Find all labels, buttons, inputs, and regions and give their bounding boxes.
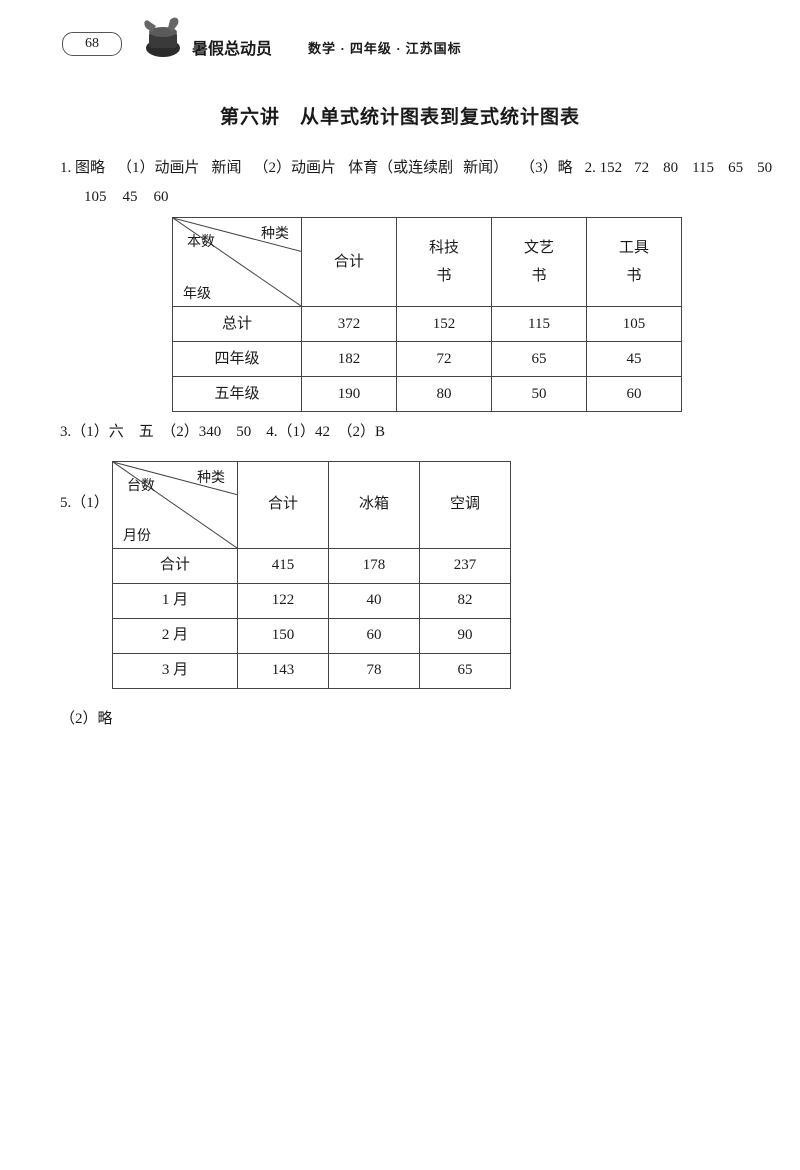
col-header: 文艺书 [492, 218, 587, 307]
col-header: 空调 [420, 461, 511, 548]
q5-label: 5.（1） [60, 455, 112, 518]
data-cell: 40 [329, 583, 420, 618]
data-cell: 372 [302, 307, 397, 342]
q5-block: 5.（1） 种类台数月份合计冰箱空调合计4151782371 月12240822… [60, 455, 800, 695]
table-diagonal-header: 种类本数年级 [173, 218, 302, 307]
data-cell: 45 [587, 342, 682, 377]
table2-container: 种类台数月份合计冰箱空调合计4151782371 月12240822 月1506… [112, 455, 511, 695]
series-title: 暑假总动员 [192, 35, 272, 65]
row-label: 四年级 [173, 342, 302, 377]
data-cell: 65 [420, 653, 511, 688]
data-cell: 115 [492, 307, 587, 342]
answers-text-block: 1. 图略（1）动画片新闻（2）动画片体育（或连续剧新闻）（3）略2. 1527… [60, 154, 760, 211]
data-cell: 182 [302, 342, 397, 377]
data-cell: 60 [587, 377, 682, 412]
q5-part2: （2）略 [60, 705, 800, 734]
q3-q4-line: 3.（1）六 五 （2）340 50 4.（1）42 （2）B [60, 418, 800, 447]
data-cell: 178 [329, 548, 420, 583]
line-1: 1. 图略（1）动画片新闻（2）动画片体育（或连续剧新闻）（3）略2. 1527… [60, 154, 760, 183]
chapter-title: 第六讲 从单式统计图表到复式统计图表 [0, 100, 800, 136]
col-header: 科技书 [397, 218, 492, 307]
data-cell: 152 [397, 307, 492, 342]
data-cell: 60 [329, 618, 420, 653]
data-cell: 82 [420, 583, 511, 618]
data-cell: 143 [238, 653, 329, 688]
data-cell: 90 [420, 618, 511, 653]
data-cell: 50 [492, 377, 587, 412]
row-label: 合计 [113, 548, 238, 583]
row-label: 1 月 [113, 583, 238, 618]
data-cell: 190 [302, 377, 397, 412]
subject-grade: 数学 · 四年级 · 江苏国标 [308, 37, 462, 62]
col-header: 合计 [238, 461, 329, 548]
row-label: 五年级 [173, 377, 302, 412]
row-label: 3 月 [113, 653, 238, 688]
table1-container: 种类本数年级合计科技书文艺书工具书总计372152115105四年级182726… [172, 217, 800, 412]
data-cell: 415 [238, 548, 329, 583]
line-2: 1054560 [84, 183, 760, 212]
data-cell: 65 [492, 342, 587, 377]
data-cell: 237 [420, 548, 511, 583]
data-cell: 105 [587, 307, 682, 342]
page-header: 68 暑假总动员 数学 · 四年级 · 江苏国标 [62, 22, 800, 64]
data-cell: 72 [397, 342, 492, 377]
data-cell: 150 [238, 618, 329, 653]
row-label: 2 月 [113, 618, 238, 653]
inkpot-icon [140, 14, 186, 60]
col-header: 工具书 [587, 218, 682, 307]
col-header: 合计 [302, 218, 397, 307]
col-header: 冰箱 [329, 461, 420, 548]
data-cell: 122 [238, 583, 329, 618]
page-number-badge: 68 [62, 32, 122, 56]
data-cell: 80 [397, 377, 492, 412]
data-cell: 78 [329, 653, 420, 688]
row-label: 总计 [173, 307, 302, 342]
table-diagonal-header: 种类台数月份 [113, 461, 238, 548]
